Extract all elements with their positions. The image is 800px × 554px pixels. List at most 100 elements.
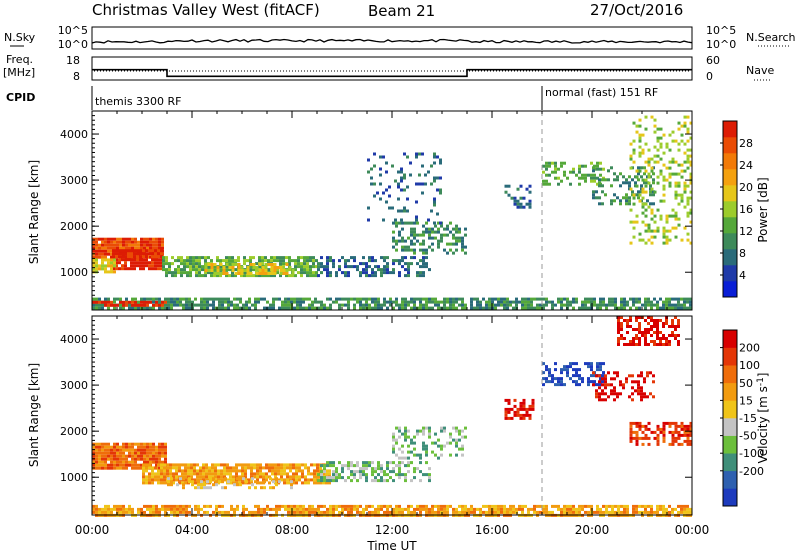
heat-cell-5 (122, 504, 125, 508)
heat-cell-8 (422, 306, 425, 310)
heat-cell-8 (230, 303, 233, 307)
heat-cell-7 (379, 173, 382, 177)
heat-cell-8 (527, 303, 530, 307)
heat-cell-10 (554, 176, 557, 180)
heat-cell-8 (272, 300, 275, 304)
heat-cell-8 (656, 300, 659, 304)
heat-cell-6 (578, 377, 581, 381)
heat-cell-12 (689, 160, 693, 164)
heat-cell-0 (107, 246, 110, 250)
heat-cell-5 (209, 504, 212, 508)
heat-cell-4 (455, 444, 458, 448)
heat-cell-10 (531, 401, 535, 405)
heat-cell-4 (428, 435, 431, 439)
heat-cell-11 (619, 202, 622, 206)
heat-cell-8 (293, 297, 296, 301)
heat-cell-1 (136, 264, 139, 268)
heat-cell-12 (653, 229, 657, 233)
heat-cell-5 (482, 510, 485, 514)
heat-cell-12 (638, 133, 642, 137)
heat-cell-1 (223, 463, 226, 467)
heat-cell-12 (650, 208, 654, 212)
heat-cell-12 (686, 202, 690, 206)
heat-cell-8 (245, 300, 248, 304)
heat-cell-6 (458, 236, 461, 240)
heat-cell-5 (632, 510, 635, 514)
heat-cell-9 (632, 328, 635, 331)
heat-cell-2 (239, 483, 242, 487)
heat-cell-9 (143, 300, 146, 304)
heat-cell-5 (377, 510, 380, 514)
heat-cell-12 (653, 145, 657, 149)
heat-cell-3 (398, 470, 401, 474)
heat-cell-8 (323, 306, 326, 310)
heat-cell-4 (279, 272, 283, 275)
heat-cell-8 (635, 424, 639, 428)
heat-cell-0 (131, 460, 134, 464)
heat-cell-0 (155, 454, 158, 458)
heat-cell-1 (208, 475, 211, 479)
heat-cell-3 (273, 259, 276, 263)
heat-cell-8 (245, 306, 248, 310)
heat-cell-5 (428, 268, 431, 272)
heat-cell-12 (641, 202, 645, 206)
heat-cell-5 (362, 271, 365, 275)
heat-cell-1 (292, 481, 295, 485)
heat-cell-1 (229, 475, 232, 479)
heat-cell-11 (610, 166, 613, 170)
heat-cell-5 (338, 504, 341, 508)
heat-cell-7 (439, 221, 442, 225)
heat-cell-8 (545, 300, 548, 304)
heat-cell-10 (584, 164, 587, 168)
heat-cell-8 (644, 303, 647, 307)
heat-cell-5 (551, 504, 554, 508)
heat-cell-6 (599, 377, 602, 381)
heat-cell-0 (152, 240, 155, 244)
heat-cell-1 (199, 478, 202, 482)
heat-cell-8 (308, 297, 311, 301)
colorbar-tick-label: 16 (739, 203, 753, 216)
heat-cell-5 (380, 274, 383, 278)
heat-cell-1 (217, 472, 220, 476)
heat-cell-1 (277, 478, 280, 482)
heat-cell-6 (548, 368, 551, 372)
heat-cell-8 (461, 306, 464, 310)
heat-cell-8 (422, 297, 425, 301)
heat-cell-0 (134, 451, 137, 455)
heat-cell-6 (545, 377, 548, 381)
heat-cell-10 (584, 173, 587, 177)
heat-cell-5 (329, 259, 332, 263)
heat-cell-3 (392, 470, 395, 474)
heat-cell-9 (638, 343, 641, 346)
heat-cell-8 (212, 306, 215, 310)
heat-cell-5 (386, 507, 389, 511)
heat-cell-8 (101, 306, 104, 310)
heat-cell-5 (620, 504, 623, 508)
heat-cell-6 (410, 242, 413, 246)
heat-cell-1 (181, 469, 184, 473)
heat-cell-8 (119, 297, 122, 301)
heat-cell-1 (223, 469, 226, 473)
heat-cell-3 (315, 265, 318, 269)
heat-cell-2 (167, 483, 170, 487)
heat-cell-5 (338, 510, 341, 514)
heat-cell-12 (680, 199, 684, 203)
heat-cell-1 (241, 463, 244, 467)
heat-cell-5 (323, 265, 326, 269)
heat-cell-1 (250, 475, 253, 479)
heat-cell-7 (397, 209, 400, 213)
heat-cell-12 (686, 214, 690, 218)
heat-cell-3 (171, 274, 174, 278)
heat-cell-5 (308, 510, 311, 514)
heat-cell-8 (689, 300, 692, 304)
heat-cell-6 (584, 362, 587, 366)
heat-cell-0 (164, 451, 167, 455)
heat-cell-10 (584, 179, 587, 183)
heat-cell-12 (680, 139, 684, 143)
heat-cell-1 (148, 478, 151, 482)
power-ylabel: Slant Range [km] (27, 160, 41, 264)
heat-cell-7 (640, 398, 643, 402)
heat-cell-8 (206, 297, 209, 301)
heat-cell-9 (659, 340, 662, 343)
heat-cell-1 (151, 258, 154, 262)
